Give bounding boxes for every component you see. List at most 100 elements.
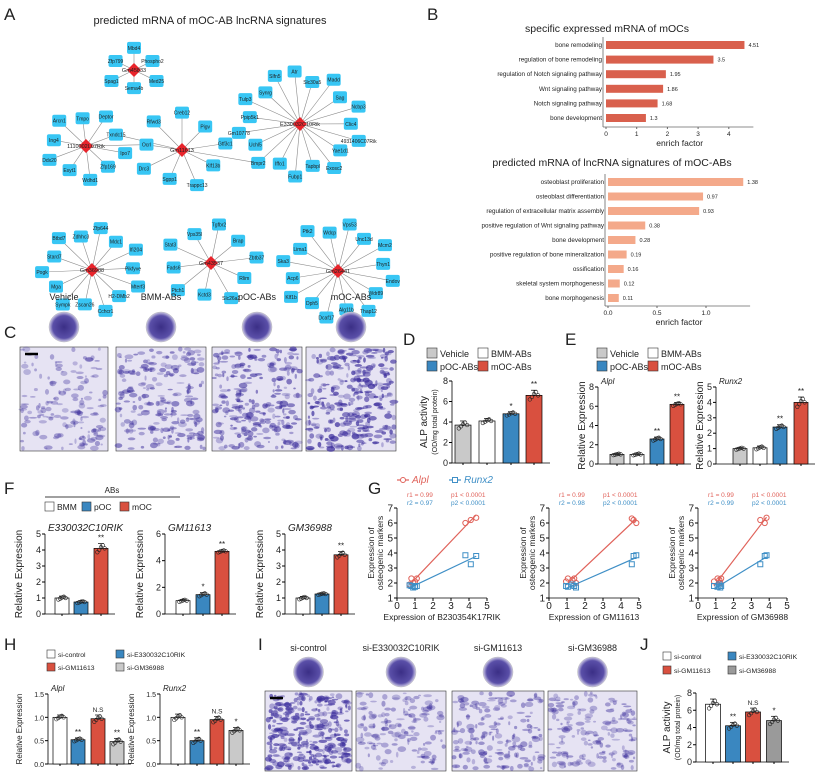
stain-speck	[348, 403, 352, 406]
stain-speck	[221, 370, 227, 374]
stain-speck	[268, 364, 272, 368]
stain-speck	[304, 379, 312, 382]
stain-speck	[72, 418, 76, 424]
stain-speck	[292, 415, 298, 420]
stain-speck	[217, 373, 223, 378]
stain-speck	[273, 747, 278, 750]
gene-node-label: Wdcp	[323, 231, 336, 237]
stain-speck	[287, 351, 294, 356]
stain-speck	[626, 718, 632, 724]
gene-node-label: Atr	[291, 70, 298, 76]
stain-speck	[68, 443, 73, 445]
stain-speck	[144, 375, 147, 381]
correlation-stat: r1 = 0.99	[708, 492, 734, 499]
stain-speck	[266, 741, 273, 746]
stain-speck	[531, 736, 541, 743]
stain-speck	[160, 427, 164, 434]
stain-speck	[227, 388, 231, 392]
stain-speck	[618, 718, 622, 721]
stain-speck	[585, 730, 594, 735]
stain-speck	[512, 744, 518, 748]
gene-node: H2-DMb2	[108, 290, 130, 303]
stain-speck	[480, 717, 484, 721]
gene-node: Vps35l	[187, 228, 202, 241]
legend-item: si-GM36988	[727, 665, 776, 675]
legend: Alpl Runx2	[397, 475, 493, 486]
stain-speck	[312, 754, 317, 760]
stain-speck	[539, 767, 543, 769]
gene-node: Pogk	[35, 266, 50, 279]
stain-speck	[130, 410, 136, 413]
stain-speck	[192, 409, 200, 415]
stain-speck	[467, 728, 475, 734]
stain-speck	[365, 421, 371, 427]
stain-speck	[610, 727, 618, 734]
stain-speck	[267, 407, 275, 413]
stain-speck	[387, 372, 390, 375]
stain-speck	[353, 369, 362, 375]
bar	[90, 718, 106, 765]
y-tick-label: 3	[36, 561, 41, 571]
data-point-runx2	[563, 583, 570, 589]
stain-speck	[308, 717, 315, 720]
legend-label: si-GM36988	[127, 665, 164, 672]
stain-speck	[301, 706, 305, 713]
enrichment-bar	[606, 41, 745, 49]
stain-speck	[519, 757, 529, 760]
stain-speck	[264, 418, 272, 421]
stain-speck	[519, 747, 526, 752]
stain-speck	[277, 378, 281, 381]
stain-speck	[553, 693, 559, 699]
stain-speck	[295, 392, 300, 398]
gene-node: Unc13d	[355, 232, 373, 245]
stain-speck	[511, 734, 515, 740]
stain-speck	[370, 363, 376, 368]
stain-speck	[481, 716, 486, 721]
data-point	[741, 446, 746, 451]
stain-speck	[286, 403, 295, 408]
stain-speck	[331, 385, 340, 391]
stain-speck	[283, 413, 287, 416]
stain-speck	[554, 699, 561, 702]
y-tick-label: 1.0	[34, 715, 44, 722]
stain-speck	[185, 417, 190, 422]
stain-speck	[390, 707, 396, 712]
stain-speck	[147, 426, 156, 431]
y-tick-label: 0	[36, 609, 41, 619]
stain-speck	[417, 747, 422, 751]
y-axis-label-2: osteogenic markers	[527, 516, 537, 590]
stain-speck	[610, 733, 615, 738]
stain-speck	[483, 758, 493, 764]
stain-speck	[173, 392, 182, 397]
stain-speck	[576, 729, 581, 732]
stain-speck	[241, 428, 245, 435]
stain-speck	[185, 417, 194, 420]
y-tick-label: 2	[707, 428, 712, 438]
stain-speck	[219, 404, 223, 407]
stain-speck	[383, 374, 388, 378]
stain-speck	[580, 737, 587, 741]
micrograph-frame	[451, 690, 545, 772]
stain-speck	[372, 723, 376, 729]
network-edge	[299, 79, 334, 125]
stain-speck	[587, 761, 596, 767]
gene-node-label: Mga	[51, 285, 61, 291]
legend-item: BMM	[44, 501, 77, 512]
gene-node-label: Stard7	[47, 254, 62, 260]
stain-speck	[229, 426, 237, 431]
data-point-runx2	[763, 552, 770, 559]
network-edge	[337, 270, 369, 312]
stain-speck	[169, 351, 175, 354]
bar-group: **	[649, 427, 665, 466]
gene-node-box	[206, 159, 221, 172]
stain-speck	[360, 384, 370, 388]
x-tick-label: 0	[695, 601, 701, 612]
stain-speck	[138, 382, 146, 387]
stain-speck	[416, 755, 426, 758]
stain-speck	[211, 376, 217, 380]
stain-speck	[277, 421, 281, 426]
stain-speck	[547, 728, 553, 731]
stain-speck	[469, 733, 474, 740]
micrograph-frame	[115, 346, 207, 452]
